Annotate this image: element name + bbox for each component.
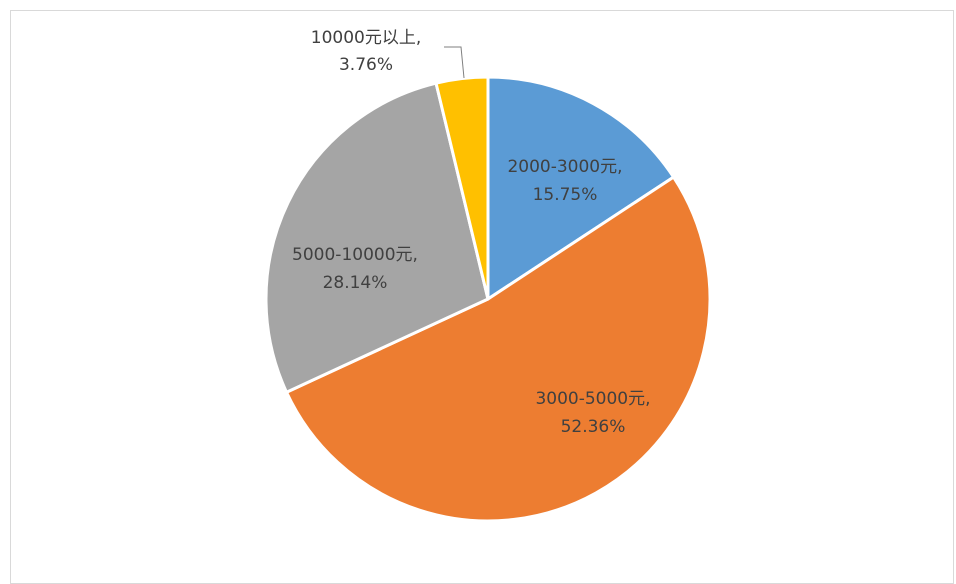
slice-category-label: 3000-5000元, (535, 389, 650, 409)
pie-slice (264, 81, 490, 394)
slice-category-label: 5000-10000元, (292, 245, 418, 265)
slice-percent-label: 3.76% (339, 55, 393, 75)
slice-percent-label: 28.14% (323, 273, 388, 293)
pie-slice (434, 75, 490, 301)
pie-slice (285, 175, 712, 523)
slice-percent-label: 15.75% (533, 185, 598, 205)
slice-percent-label: 52.36% (561, 417, 626, 437)
slice-category-label: 10000元以上, (311, 28, 421, 48)
leader-line (444, 46, 465, 79)
pie-slice (486, 75, 676, 301)
slice-category-label: 2000-3000元, (507, 157, 622, 177)
